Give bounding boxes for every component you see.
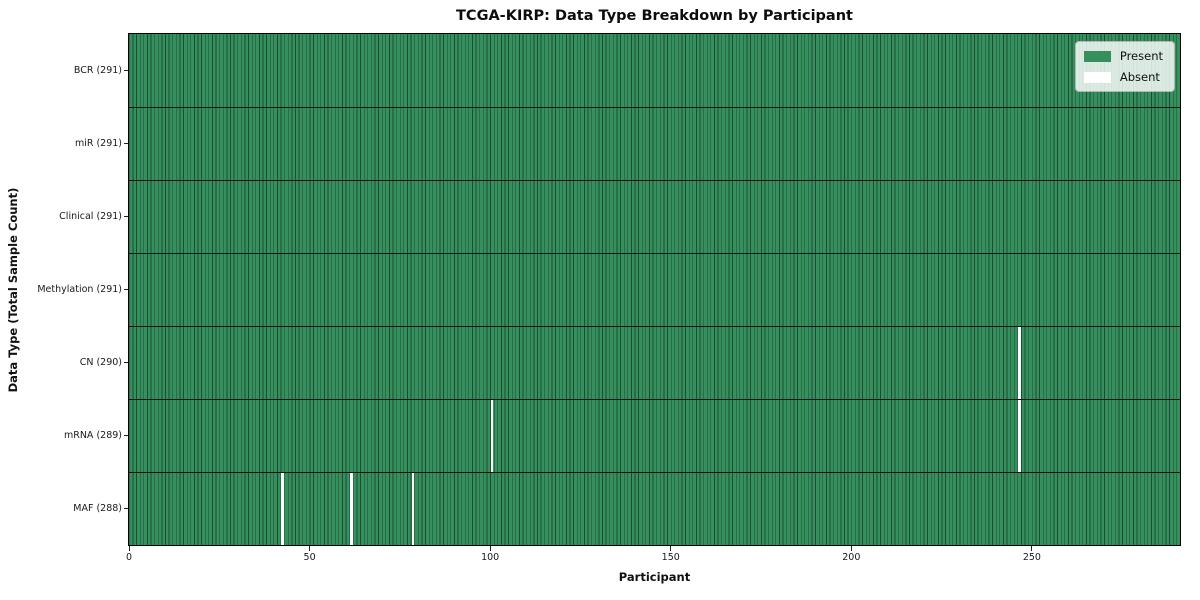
y-tick-label-miR: miR (291) [74, 138, 122, 149]
x-tick-label: 50 [303, 552, 316, 563]
y-tick-label-CN: CN (290) [79, 357, 122, 368]
y-tick-label-BCR: BCR (291) [73, 65, 122, 76]
plot-area: Present Absent [128, 33, 1181, 546]
legend-entry-absent: Absent [1083, 70, 1163, 84]
x-axis-title: Participant [618, 570, 691, 584]
row-separator [129, 179, 1180, 181]
x-tick-mark [1031, 546, 1033, 551]
legend-present-label: Present [1119, 49, 1163, 63]
row-separator [129, 471, 1180, 473]
x-tick-label: 250 [1022, 552, 1041, 563]
absent-mark-mRNA-100 [490, 399, 494, 472]
y-tick-mark [123, 216, 128, 217]
y-tick-mark [123, 289, 128, 290]
legend-absent-swatch [1083, 71, 1111, 83]
absent-mark-MAF-61 [350, 472, 353, 545]
y-tick-mark [123, 362, 128, 363]
y-tick-mark [123, 508, 128, 509]
x-tick-mark [309, 546, 311, 551]
y-tick-mark [123, 70, 128, 71]
absent-mark-MAF-78 [411, 472, 414, 545]
x-tick-mark [128, 546, 130, 551]
legend-present-swatch [1083, 50, 1111, 62]
row-separator [129, 252, 1180, 254]
y-tick-label-mRNA: mRNA (289) [63, 430, 122, 441]
y-tick-label-Clinical: Clinical (291) [59, 211, 122, 222]
x-tick-mark [489, 546, 491, 551]
x-tick-mark [850, 546, 852, 551]
absent-mark-MAF-42 [281, 472, 284, 545]
x-tick-label: 200 [842, 552, 861, 563]
absent-mark-CN-246 [1018, 326, 1021, 399]
row-separator [129, 398, 1180, 400]
x-tick-label: 100 [481, 552, 500, 563]
y-tick-mark [123, 143, 128, 144]
x-tick-label: 0 [125, 552, 133, 563]
legend: Present Absent [1074, 41, 1175, 92]
y-tick-label-Methylation: Methylation (291) [37, 284, 122, 295]
row-separator [129, 325, 1180, 327]
absent-mark-mRNA-246 [1018, 399, 1021, 472]
x-tick-mark [670, 546, 672, 551]
chart-title: TCGA-KIRP: Data Type Breakdown by Partic… [456, 8, 853, 24]
y-tick-mark [123, 435, 128, 436]
x-tick-label: 150 [661, 552, 680, 563]
legend-entry-present: Present [1083, 49, 1163, 63]
row-separator [129, 106, 1180, 108]
legend-absent-label: Absent [1119, 70, 1160, 84]
y-tick-label-MAF: MAF (288) [73, 503, 122, 514]
